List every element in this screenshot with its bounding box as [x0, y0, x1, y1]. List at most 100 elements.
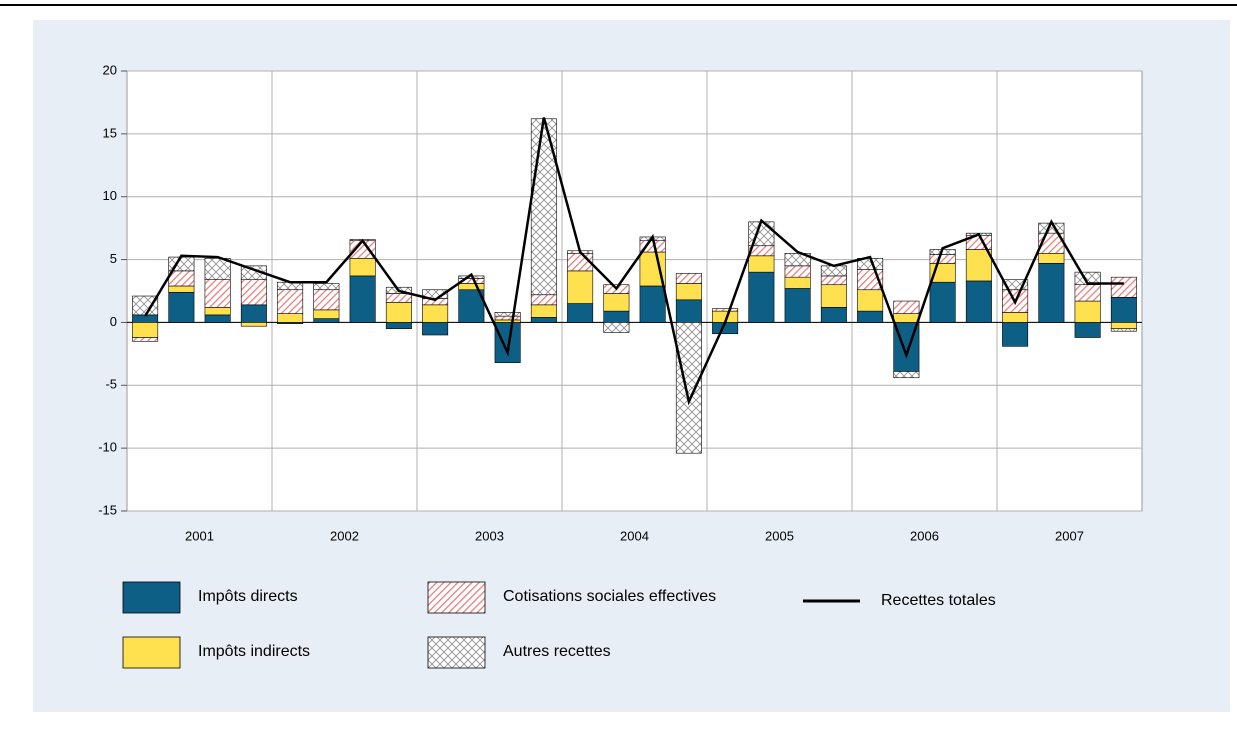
- bar-segment: [1038, 252, 1065, 264]
- legend-swatch: [427, 636, 486, 669]
- bar-segment: [1002, 312, 1029, 323]
- bar-segment: [712, 308, 739, 312]
- bar-segment: [784, 265, 811, 278]
- bar-segment: [675, 273, 702, 284]
- bar-segment: [893, 371, 920, 379]
- bar-segment: [929, 254, 956, 264]
- legend-label: Autres recettes: [503, 643, 611, 660]
- bar-segment: [748, 271, 775, 323]
- bar-segment: [603, 322, 630, 333]
- legend-swatch: [122, 581, 181, 614]
- y-tick-label: -10: [98, 440, 117, 455]
- bar-segment: [820, 275, 847, 286]
- bar-segment: [675, 283, 702, 301]
- bar-segment: [1110, 328, 1137, 332]
- bar-segment: [639, 285, 666, 323]
- bar-segment: [1110, 296, 1137, 323]
- bar-segment: [530, 118, 557, 296]
- bar-segment: [240, 304, 267, 323]
- bar-segment: [422, 322, 449, 336]
- bar-segment: [494, 322, 521, 363]
- legend-label: Impôts indirects: [198, 643, 310, 660]
- bar-segment: [893, 300, 920, 314]
- x-group-label: 2001: [185, 528, 214, 543]
- bar-segment: [313, 289, 340, 311]
- bar-segment: [132, 295, 159, 316]
- bar-segment: [1074, 300, 1101, 323]
- bar-segment: [204, 307, 231, 316]
- bar-segment: [748, 255, 775, 273]
- bar-segment: [458, 283, 485, 291]
- legend-label: Cotisations sociales effectives: [503, 588, 716, 605]
- y-tick-label: 5: [110, 251, 117, 266]
- bar-segment: [132, 322, 159, 338]
- bar-segment: [1002, 322, 1029, 347]
- bar-segment: [1110, 276, 1137, 298]
- x-group-label: 2004: [620, 528, 649, 543]
- legend-swatch: [122, 636, 181, 669]
- bar-segment: [385, 302, 412, 323]
- bar-segment: [313, 283, 340, 291]
- bar-segment: [603, 310, 630, 323]
- bar-segment: [168, 291, 195, 323]
- total-line: [144, 117, 1124, 406]
- bar-segment: [1002, 279, 1029, 291]
- x-group-label: 2005: [765, 528, 794, 543]
- bar-segment: [240, 322, 267, 327]
- bar-segment: [1074, 271, 1101, 286]
- bar-segment: [893, 313, 920, 323]
- y-tick-label: 10: [103, 188, 117, 203]
- bar-segment: [1038, 263, 1065, 323]
- bar-segment: [204, 258, 231, 280]
- y-tick-label: 0: [110, 314, 117, 329]
- y-tick-label: 20: [103, 62, 117, 77]
- bar-segment: [530, 317, 557, 323]
- bar-segment: [530, 304, 557, 318]
- bar-segment: [385, 322, 412, 330]
- bar-segment: [567, 270, 594, 304]
- bar-segment: [494, 312, 521, 317]
- bar-segment: [1110, 322, 1137, 330]
- bar-segment: [385, 293, 412, 303]
- bar-segment: [820, 284, 847, 308]
- bar-segment: [168, 285, 195, 293]
- bar-segment: [204, 279, 231, 308]
- bar-segment: [277, 289, 304, 314]
- bar-segment: [494, 319, 521, 323]
- bar-segment: [675, 299, 702, 323]
- bar-segment: [820, 265, 847, 277]
- bar-segment: [313, 309, 340, 319]
- bar-segment: [1074, 284, 1101, 302]
- legend-label: Impôts directs: [198, 588, 298, 605]
- y-tick-label: -15: [98, 502, 117, 517]
- bar-segment: [567, 303, 594, 323]
- y-tick-label: -5: [105, 377, 117, 392]
- bar-segment: [675, 322, 702, 454]
- bar-segment: [857, 289, 884, 312]
- bar-segment: [168, 270, 195, 287]
- bar-segment: [349, 258, 376, 277]
- x-group-label: 2003: [475, 528, 504, 543]
- bar-segment: [240, 279, 267, 306]
- x-group-label: 2007: [1055, 528, 1084, 543]
- bar-segment: [277, 313, 304, 323]
- bar-segment: [1074, 322, 1101, 338]
- bar-segment: [132, 337, 159, 342]
- bar-segment: [530, 294, 557, 306]
- bar-segment: [965, 249, 992, 282]
- legend-label: Recettes totales: [881, 592, 996, 609]
- bar-segment: [857, 310, 884, 323]
- bar-segment: [603, 293, 630, 312]
- legend-swatch: [427, 581, 486, 614]
- bar-segment: [929, 281, 956, 323]
- bar-segment: [784, 288, 811, 323]
- bar-segment: [494, 315, 521, 321]
- bar-segment: [349, 275, 376, 323]
- x-group-label: 2002: [330, 528, 359, 543]
- bar-segment: [313, 318, 340, 323]
- bar-segment: [784, 276, 811, 289]
- bar-segment: [204, 314, 231, 323]
- y-tick-label: 15: [103, 125, 117, 140]
- bar-segment: [965, 280, 992, 323]
